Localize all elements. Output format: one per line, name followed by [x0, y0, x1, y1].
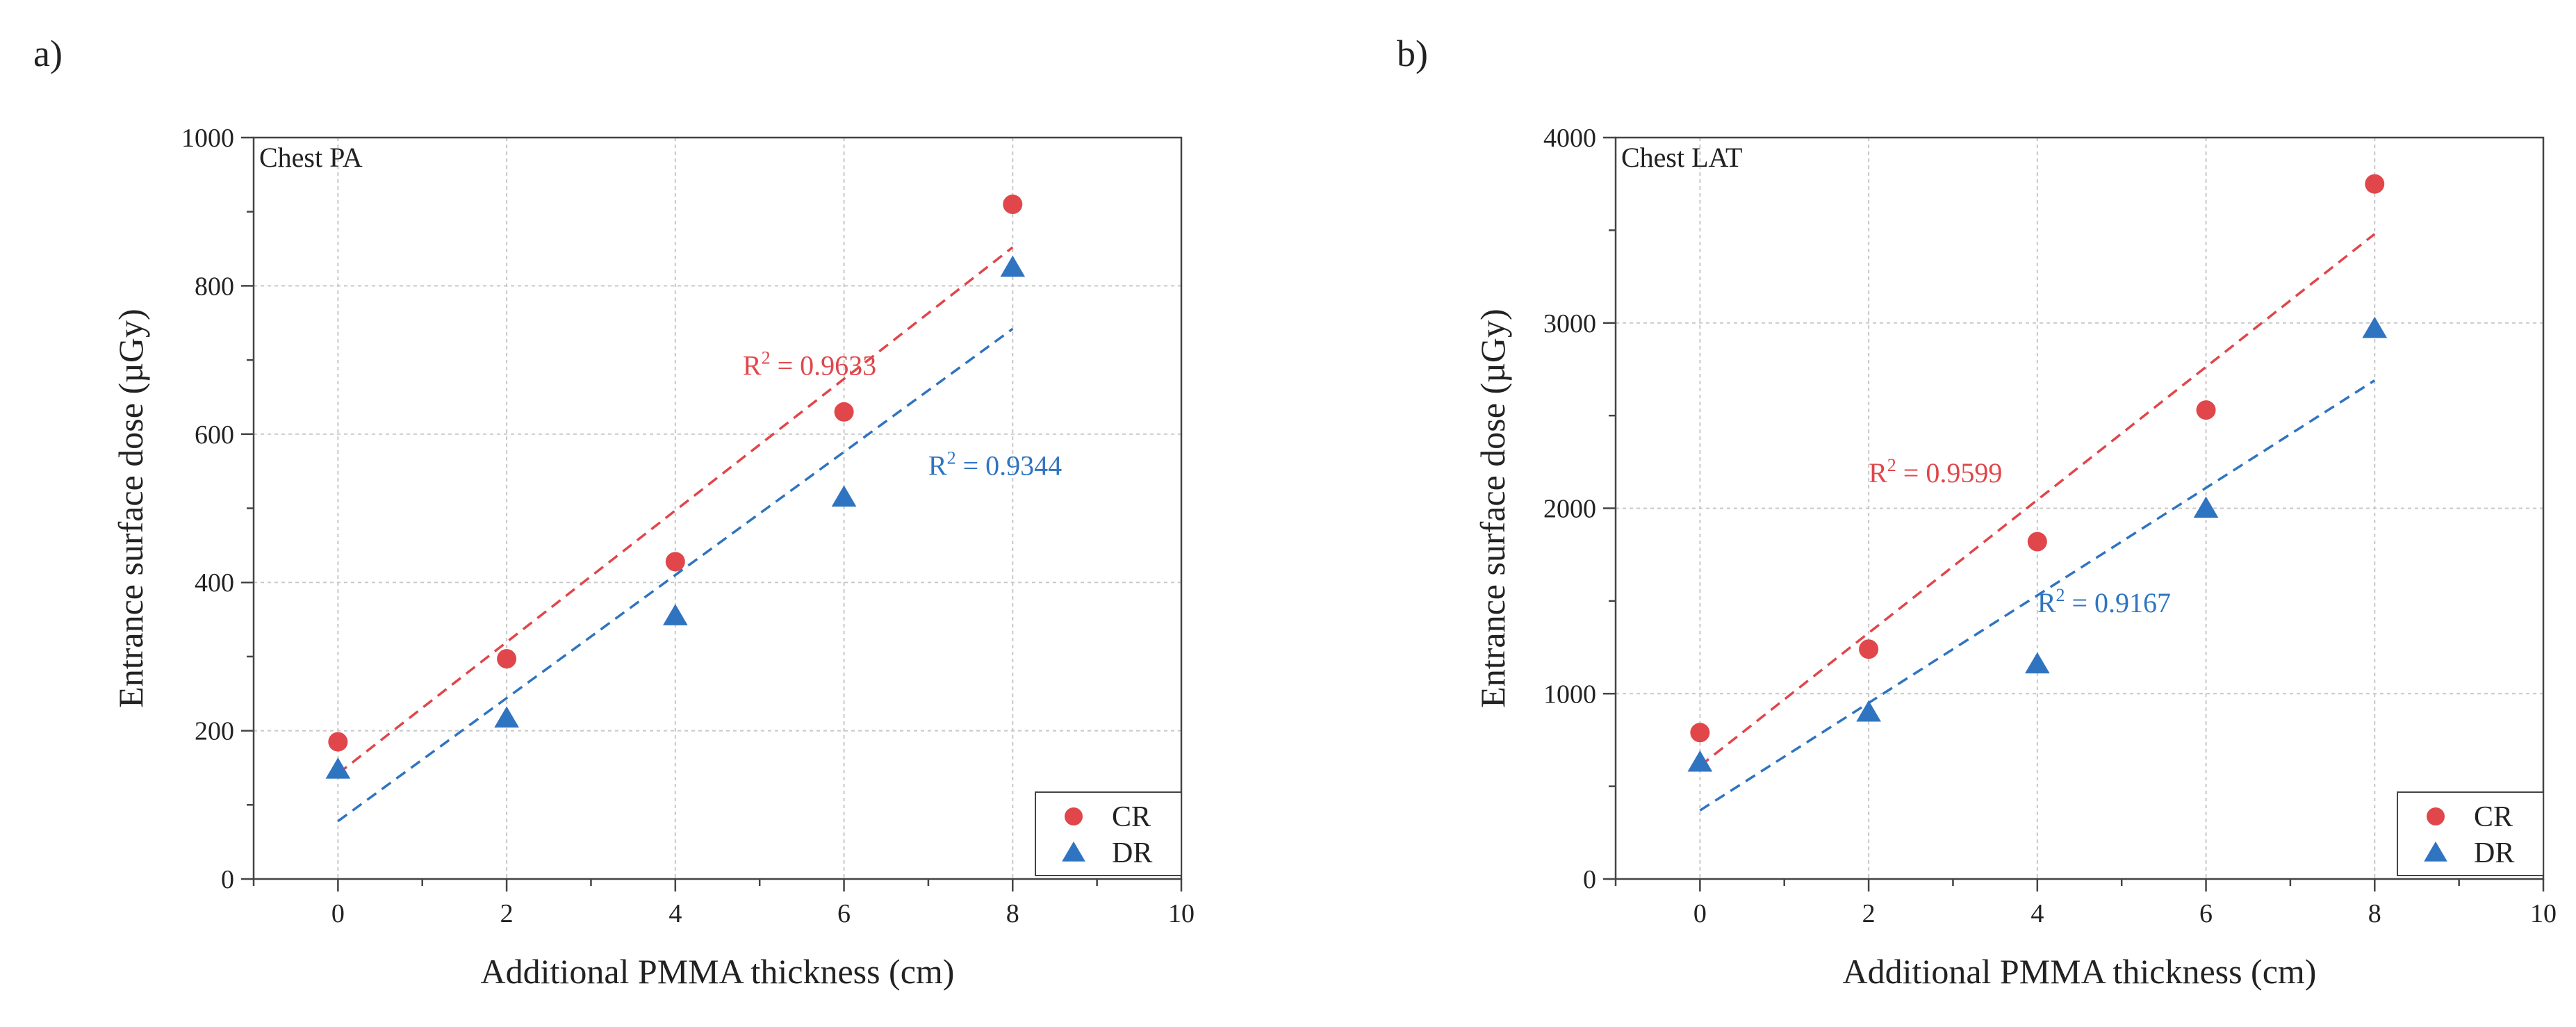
y-tick-label: 200 [195, 717, 234, 746]
legend-label-dr: DR [1112, 837, 1152, 869]
r2-superscript: 2 [947, 447, 956, 468]
data-point-dr [325, 757, 351, 779]
data-point-cr [2365, 174, 2385, 194]
plot-frame [252, 136, 1183, 880]
r2-label-dr: R2 = 0.9167 [2037, 585, 2171, 618]
y-tick-label: 2000 [1543, 495, 1596, 524]
y-tick-label: 0 [1583, 865, 1596, 894]
plot-title: Chest LAT [1621, 142, 1742, 173]
legend: CR DR [2397, 791, 2544, 876]
legend-marker-cr [1065, 807, 1083, 825]
legend-box [1035, 791, 1182, 876]
y-tick-label: 600 [195, 420, 234, 450]
x-tick-label: 4 [668, 899, 682, 928]
y-tick-label: 0 [221, 865, 234, 894]
data-point-cr [665, 552, 685, 572]
legend-label-cr: CR [2474, 801, 2513, 833]
x-tick-label: 8 [2368, 899, 2381, 928]
r2-value: = 0.9633 [771, 350, 877, 381]
r2-label-cr: R2 = 0.9599 [1869, 455, 2002, 488]
legend-label-dr: DR [2474, 837, 2514, 869]
y-tick-label: 800 [195, 272, 234, 301]
data-point-cr [2027, 532, 2047, 552]
x-tick-label: 0 [331, 899, 345, 928]
legend-label-cr: CR [1112, 801, 1151, 833]
legend-marker-dr [1062, 841, 1085, 862]
data-point-cr [1690, 723, 1710, 743]
x-tick-label: 10 [1168, 899, 1195, 928]
x-tick-label: 10 [2530, 899, 2557, 928]
x-tick-label: 6 [2199, 899, 2213, 928]
data-point-cr [834, 402, 854, 422]
data-point-dr [2362, 316, 2388, 338]
r2-label-cr: R2 = 0.9633 [743, 347, 876, 381]
plot-title: Chest PA [259, 142, 363, 173]
data-point-dr [494, 706, 519, 728]
series-cr: R2 = 0.9599 [1690, 174, 2385, 767]
fit-line-dr [337, 327, 1014, 823]
x-axis-label: Additional PMMA thickness (cm) [481, 952, 955, 991]
y-axis-label: Entrance surface dose (µGy) [1473, 309, 1512, 707]
x-tick-label: 0 [1693, 899, 1707, 928]
x-tick-label: 4 [2031, 899, 2044, 928]
data-point-dr [1856, 700, 1881, 722]
data-point-dr [1000, 255, 1026, 277]
r2-prefix: R [928, 450, 947, 481]
series-dr: R2 = 0.9344 [325, 255, 1062, 823]
panel-label: a) [33, 33, 63, 74]
x-tick-label: 8 [1006, 899, 1019, 928]
legend-box [2397, 791, 2544, 876]
r2-value: = 0.9344 [956, 450, 1063, 481]
chart-panel-a: a) 0 2 4 6 8 10 0 200 400 600 800 1000 Additional PMM… [33, 33, 1195, 991]
fit-line-cr [337, 246, 1014, 775]
r2-superscript: 2 [2056, 585, 2065, 605]
panel-label: b) [1397, 33, 1428, 74]
r2-value: = 0.9167 [2065, 587, 2172, 618]
r2-prefix: R [1869, 457, 1887, 488]
data-point-cr [328, 732, 348, 752]
x-tick-label: 2 [1862, 899, 1876, 928]
r2-value: = 0.9599 [1896, 457, 2003, 488]
data-point-dr [831, 485, 857, 507]
r2-prefix: R [743, 350, 762, 381]
r2-superscript: 2 [762, 347, 771, 368]
legend-marker-dr [2424, 841, 2447, 862]
data-point-cr [1859, 639, 1879, 659]
legend: CR DR [1035, 791, 1182, 876]
data-point-cr [2196, 400, 2216, 420]
data-point-dr [1687, 750, 1713, 772]
x-tick-label: 6 [837, 899, 851, 928]
series-dr: R2 = 0.9167 [1687, 316, 2388, 812]
data-point-dr [2024, 652, 2050, 674]
legend-marker-cr [2427, 807, 2445, 825]
y-tick-label: 3000 [1543, 309, 1596, 338]
y-tick-label: 400 [195, 568, 234, 598]
series-cr: R2 = 0.9633 [328, 195, 1023, 775]
data-point-cr [1003, 195, 1023, 215]
chart-panel-b: b) 0 2 4 6 8 10 0 1000 2000 3000 4000 Additional PMM… [1397, 33, 2557, 991]
r2-prefix: R [2037, 587, 2056, 618]
y-tick-label: 1000 [1543, 680, 1596, 709]
data-point-dr [2193, 496, 2219, 518]
y-tick-label: 1000 [181, 124, 234, 153]
x-tick-label: 2 [500, 899, 514, 928]
r2-superscript: 2 [1887, 455, 1896, 475]
x-axis-label: Additional PMMA thickness (cm) [1843, 952, 2317, 991]
y-tick-label: 4000 [1543, 124, 1596, 153]
r2-label-dr: R2 = 0.9344 [928, 447, 1062, 481]
fit-line-dr [1699, 379, 2376, 812]
data-point-cr [497, 649, 517, 669]
data-point-dr [662, 604, 688, 625]
y-axis-label: Entrance surface dose (µGy) [111, 309, 150, 707]
